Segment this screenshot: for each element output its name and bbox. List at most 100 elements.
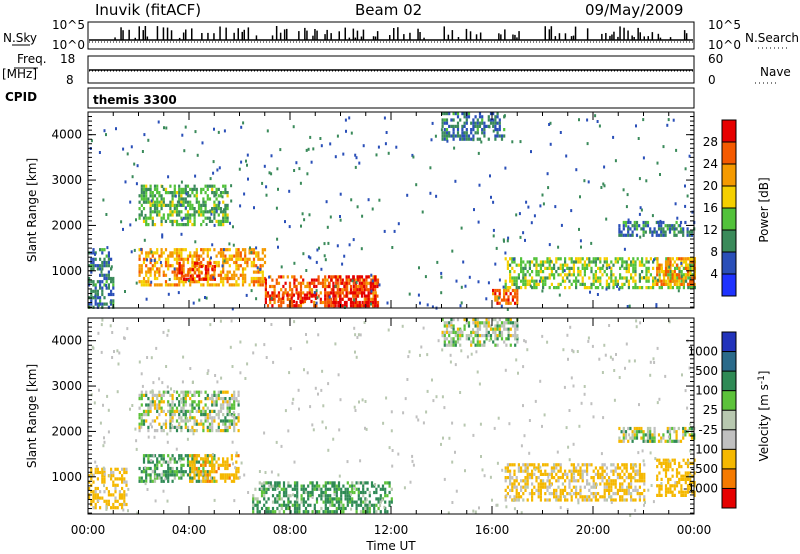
power-cell <box>506 260 509 264</box>
power-speck <box>295 161 298 165</box>
velocity-cell <box>153 419 157 423</box>
power-speck <box>583 179 586 183</box>
velocity-cell <box>302 500 305 504</box>
power-cell <box>151 264 154 268</box>
velocity-cell <box>614 479 617 483</box>
velocity-cell <box>304 506 308 511</box>
power-cell <box>566 273 569 277</box>
velocity-cell <box>625 498 628 502</box>
velocity-cell <box>335 506 338 511</box>
power-cell <box>627 279 630 283</box>
velocity-cell <box>579 488 582 492</box>
power-cell <box>171 283 174 287</box>
velocity-cell <box>459 330 462 334</box>
velocity-cell <box>594 498 597 502</box>
power-cell <box>191 280 194 284</box>
power-cell <box>632 260 635 264</box>
velocity-cell <box>206 413 209 417</box>
power-cell <box>110 292 113 297</box>
velocity-cell <box>175 470 179 474</box>
nsky-bar <box>627 30 629 40</box>
velocity-cell <box>182 403 185 407</box>
power-cell <box>492 124 495 128</box>
power-cell <box>691 257 694 261</box>
power-cell <box>461 112 464 116</box>
power-cell <box>357 284 360 289</box>
velocity-cell <box>184 390 187 394</box>
power-cell <box>494 288 497 293</box>
velocity-cell <box>682 490 685 494</box>
power-cell <box>142 260 146 265</box>
power-speck <box>184 206 187 210</box>
power-cell <box>511 298 514 302</box>
power-cell <box>568 270 571 274</box>
power-cell <box>553 276 556 280</box>
velocity-cell <box>114 486 117 491</box>
power-cell <box>664 233 667 237</box>
power-speck <box>506 308 509 311</box>
power-cell <box>213 200 216 204</box>
velocity-cell <box>634 469 637 473</box>
velocity-cell <box>496 324 499 328</box>
velocity-cell <box>315 481 319 485</box>
velocity-cell <box>658 458 661 462</box>
velocity-cell <box>623 466 626 470</box>
velocity-speck <box>107 430 110 434</box>
power-cell <box>171 197 174 201</box>
power-cell <box>693 263 696 267</box>
power-cell <box>623 266 626 270</box>
nsky-bar <box>207 32 209 40</box>
power-cell <box>688 233 691 237</box>
velocity-cell <box>384 487 387 491</box>
velocity-cell <box>489 337 493 341</box>
power-cell <box>301 296 304 300</box>
power-cell <box>197 203 201 207</box>
power-speck <box>211 207 213 211</box>
power-cell <box>140 194 143 198</box>
power-cell <box>577 260 580 264</box>
velocity-cell <box>362 487 365 491</box>
power-cell <box>655 220 658 225</box>
power-speck <box>150 250 153 254</box>
velocity-speck <box>523 434 526 438</box>
power-cell <box>487 137 490 141</box>
power-speck <box>453 146 456 150</box>
velocity-cell <box>526 479 529 483</box>
velocity-cell <box>169 425 172 429</box>
power-cell <box>173 270 176 274</box>
velocity-cell <box>204 457 207 461</box>
velocity-speck <box>365 427 368 431</box>
velocity-cell <box>572 485 575 489</box>
velocity-cell <box>195 419 198 423</box>
power-speck <box>238 167 241 171</box>
power-cell <box>175 213 179 217</box>
power-speck <box>626 193 629 197</box>
velocity-cell <box>653 426 656 431</box>
velocity-speck <box>479 422 482 426</box>
velocity-cell <box>112 506 115 510</box>
power-cell <box>662 227 665 231</box>
power-cell <box>504 282 507 286</box>
power-cell <box>207 261 210 265</box>
power-speck <box>250 251 253 255</box>
velocity-cell <box>217 425 220 429</box>
velocity-cell <box>533 472 536 476</box>
velocity-cell <box>483 324 486 328</box>
power-cell <box>537 273 540 277</box>
power-cell <box>142 200 146 204</box>
velocity-cell <box>138 422 141 426</box>
velocity-cell <box>302 510 305 514</box>
velocity-cell <box>450 324 453 328</box>
velocity-cell <box>570 495 573 499</box>
power-cell <box>524 263 527 267</box>
velocity-cell <box>256 506 259 511</box>
power-cell <box>494 124 497 128</box>
velocity-cell <box>233 406 236 410</box>
velocity-cell <box>235 460 238 464</box>
velocity-cell <box>456 318 460 322</box>
velocity-cell <box>193 406 196 410</box>
power-speck <box>109 300 112 304</box>
power-cell <box>590 260 593 264</box>
power-cell <box>654 279 657 283</box>
velocity-cell <box>537 488 540 492</box>
